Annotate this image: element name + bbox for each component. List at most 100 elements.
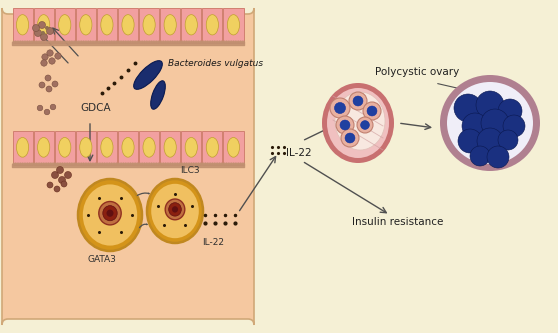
Ellipse shape (80, 15, 92, 35)
Circle shape (345, 133, 355, 143)
Circle shape (487, 146, 509, 168)
Ellipse shape (172, 206, 178, 212)
Circle shape (56, 166, 64, 173)
Ellipse shape (185, 15, 198, 35)
Circle shape (42, 54, 48, 60)
Circle shape (46, 28, 54, 35)
Circle shape (476, 91, 504, 119)
Ellipse shape (227, 138, 239, 157)
Circle shape (498, 130, 518, 150)
Circle shape (37, 105, 43, 111)
Ellipse shape (147, 179, 203, 243)
Ellipse shape (59, 15, 71, 35)
Ellipse shape (59, 138, 71, 157)
Ellipse shape (103, 206, 117, 221)
Bar (223, 8, 243, 43)
Circle shape (45, 75, 51, 81)
Ellipse shape (78, 179, 142, 251)
Bar (223, 131, 243, 165)
Circle shape (363, 102, 381, 120)
Circle shape (49, 58, 55, 64)
Ellipse shape (80, 138, 92, 157)
Ellipse shape (164, 15, 176, 35)
Text: IL-22: IL-22 (202, 238, 224, 247)
Circle shape (32, 25, 40, 32)
Text: ILC3: ILC3 (180, 166, 200, 175)
Bar (203, 8, 223, 43)
Text: GDCA: GDCA (80, 103, 110, 113)
Circle shape (54, 186, 60, 192)
Bar (76, 131, 96, 165)
Text: Polycystic ovary: Polycystic ovary (375, 67, 459, 77)
Ellipse shape (327, 88, 389, 158)
Circle shape (357, 117, 373, 133)
Text: Insulin resistance: Insulin resistance (352, 217, 444, 227)
Bar (33, 8, 54, 43)
Ellipse shape (164, 138, 176, 157)
Circle shape (498, 99, 522, 123)
Circle shape (65, 171, 71, 178)
Circle shape (360, 121, 369, 130)
Circle shape (50, 104, 56, 110)
Bar (118, 131, 138, 165)
Circle shape (470, 146, 490, 166)
Ellipse shape (440, 75, 540, 171)
Ellipse shape (165, 199, 185, 220)
FancyArrowPatch shape (140, 224, 147, 228)
Circle shape (353, 96, 363, 106)
Ellipse shape (447, 82, 533, 164)
Bar (55, 131, 75, 165)
Bar (55, 8, 75, 43)
Circle shape (44, 109, 50, 115)
Ellipse shape (206, 138, 219, 157)
Ellipse shape (16, 15, 28, 35)
Circle shape (41, 34, 47, 41)
Circle shape (330, 98, 350, 118)
Circle shape (46, 86, 52, 92)
Circle shape (341, 129, 359, 147)
FancyBboxPatch shape (2, 8, 254, 325)
Ellipse shape (185, 138, 198, 157)
Circle shape (35, 30, 41, 37)
Ellipse shape (37, 138, 50, 157)
Circle shape (39, 82, 45, 88)
Circle shape (503, 115, 525, 137)
Ellipse shape (101, 138, 113, 157)
Ellipse shape (134, 61, 162, 89)
Circle shape (454, 94, 482, 122)
Ellipse shape (122, 138, 134, 157)
Circle shape (349, 92, 367, 110)
Circle shape (41, 31, 45, 35)
Ellipse shape (99, 201, 121, 225)
Text: Bacteroides vulgatus: Bacteroides vulgatus (168, 59, 263, 68)
Ellipse shape (206, 15, 219, 35)
Circle shape (52, 81, 58, 87)
Ellipse shape (101, 15, 113, 35)
Ellipse shape (107, 209, 113, 217)
Bar (160, 8, 180, 43)
Bar (12, 131, 32, 165)
Bar (118, 8, 138, 43)
Bar (12, 8, 32, 43)
Bar (33, 131, 54, 165)
Text: GATA3: GATA3 (88, 255, 117, 264)
Ellipse shape (122, 15, 134, 35)
Ellipse shape (151, 81, 165, 109)
Bar (181, 8, 201, 43)
Ellipse shape (322, 83, 394, 163)
Circle shape (41, 60, 47, 66)
Bar (76, 8, 96, 43)
Bar (139, 131, 159, 165)
Bar (160, 131, 180, 165)
Circle shape (55, 53, 61, 59)
Circle shape (51, 171, 59, 178)
Circle shape (477, 128, 503, 154)
Ellipse shape (143, 15, 155, 35)
Circle shape (334, 103, 345, 114)
Circle shape (336, 116, 354, 134)
Circle shape (462, 113, 488, 139)
Ellipse shape (335, 92, 385, 150)
Bar (181, 131, 201, 165)
Bar (97, 8, 117, 43)
Circle shape (61, 181, 67, 187)
